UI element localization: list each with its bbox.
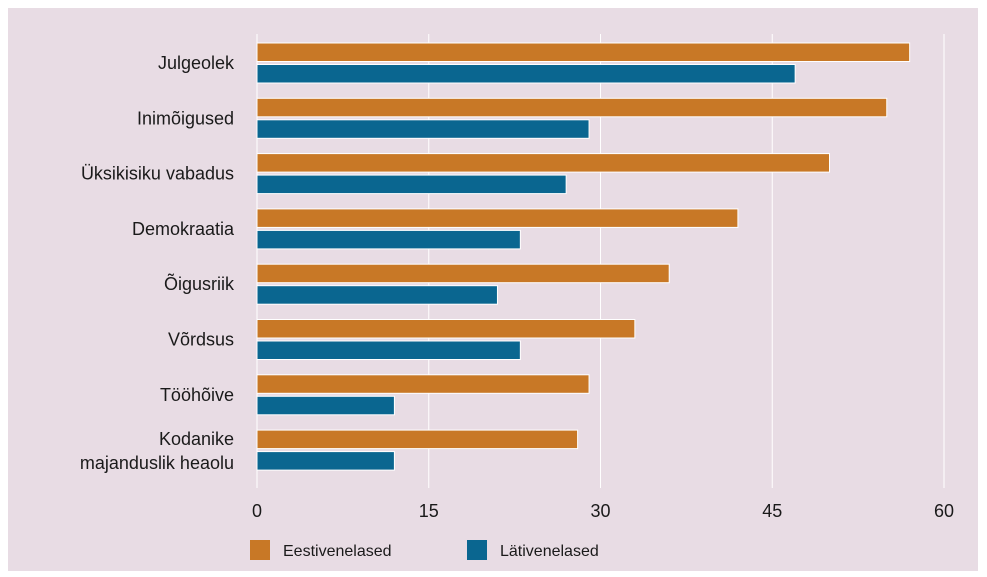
category-label: Õigusriik <box>164 273 235 294</box>
x-tick-label: 45 <box>762 501 782 521</box>
category-label: Demokraatia <box>132 219 235 239</box>
category-label: Võrdsus <box>168 330 234 350</box>
bar-lativenelased <box>256 285 498 305</box>
category-label: majanduslik heaolu <box>80 453 234 473</box>
category-label: Kodanike <box>159 429 234 449</box>
bar-eestivenelased <box>256 42 911 62</box>
bar-lativenelased <box>256 174 567 195</box>
x-tick-label: 0 <box>252 501 262 521</box>
legend-swatch-lativenelased <box>467 540 487 560</box>
legend-label: Eestivenelased <box>283 543 392 560</box>
category-label: Julgeolek <box>158 53 235 73</box>
bar-lativenelased <box>256 451 395 471</box>
bar-lativenelased <box>256 340 521 360</box>
bar-eestivenelased <box>256 97 888 118</box>
category-label: Inimõigused <box>137 108 234 128</box>
category-label: Tööhõive <box>160 385 234 405</box>
bar-eestivenelased <box>256 208 739 228</box>
bar-lativenelased <box>256 395 395 416</box>
bar-eestivenelased <box>256 319 636 339</box>
x-tick-label: 15 <box>419 501 439 521</box>
legend-swatch-eestivenelased <box>250 540 270 560</box>
bar-lativenelased <box>256 119 590 139</box>
x-tick-label: 30 <box>590 501 610 521</box>
bar-eestivenelased <box>256 374 590 394</box>
category-label: Üksikisiku vabadus <box>81 164 234 184</box>
bar-eestivenelased <box>256 153 830 173</box>
bar-lativenelased <box>256 229 521 250</box>
x-tick-label: 60 <box>934 501 954 521</box>
bar-lativenelased <box>256 64 796 84</box>
legend-label: Lätivenelased <box>500 543 599 560</box>
bar-eestivenelased <box>256 429 579 450</box>
bar-eestivenelased <box>256 263 670 284</box>
